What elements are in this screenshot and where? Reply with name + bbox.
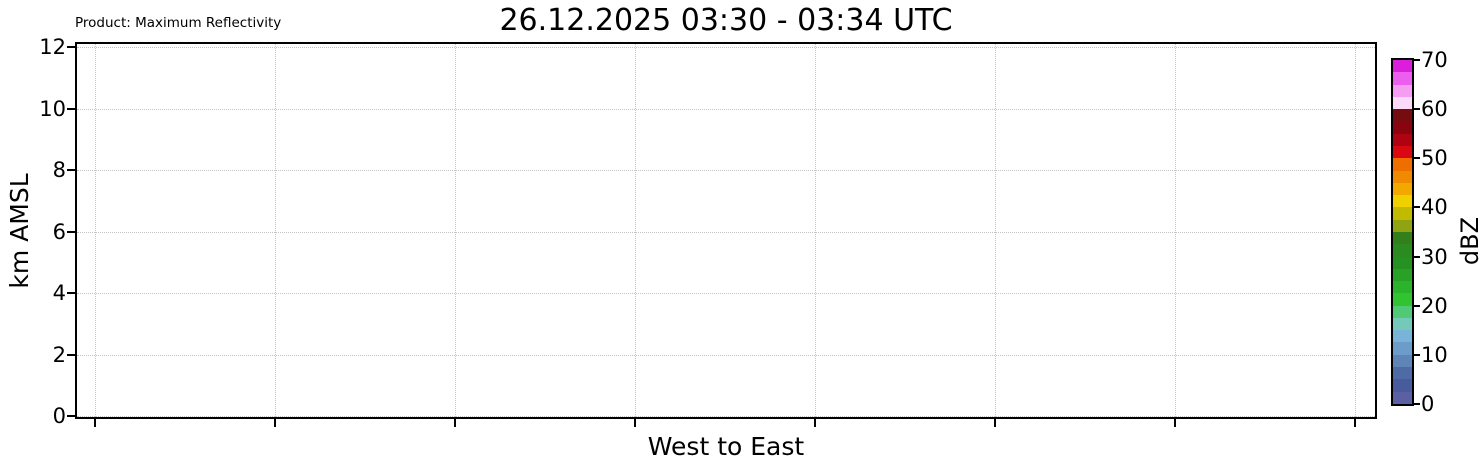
gridline-x [1355, 44, 1356, 417]
x-tick [1174, 419, 1176, 427]
chart-title: 26.12.2025 03:30 - 03:34 UTC [499, 3, 953, 38]
colorbar-segment [1393, 182, 1412, 196]
x-tick [94, 419, 96, 427]
colorbar-tick [1414, 403, 1420, 405]
y-tick [67, 292, 75, 294]
colorbar-tick-label: 50 [1421, 146, 1448, 171]
colorbar-segment [1393, 305, 1412, 318]
colorbar-tick [1414, 59, 1420, 61]
gridline-x [455, 44, 456, 417]
colorbar-segment [1393, 330, 1412, 343]
colorbar-segment [1393, 342, 1412, 355]
gridline-x [1175, 44, 1176, 417]
colorbar-tick [1414, 108, 1420, 111]
colorbar-segment [1393, 268, 1412, 282]
colorbar-segment [1393, 109, 1412, 122]
colorbar-tick-label: 0 [1421, 392, 1435, 416]
colorbar-tick [1414, 353, 1420, 356]
plot-area [75, 42, 1377, 419]
x-tick [634, 419, 636, 427]
colorbar-segment [1393, 256, 1412, 269]
colorbar-tick [1414, 255, 1420, 258]
x-tick [814, 419, 816, 427]
gridline-x [275, 44, 276, 417]
gridline-y [77, 354, 1375, 356]
gridline-y [77, 47, 1375, 48]
colorbar-tick-label: 10 [1421, 342, 1448, 367]
y-tick [67, 415, 75, 417]
colorbar-segment [1393, 317, 1412, 331]
colorbar-segment [1393, 244, 1412, 257]
colorbar-tick [1414, 157, 1420, 160]
gridline-y [77, 108, 1375, 110]
colorbar-tick-label: 70 [1421, 48, 1448, 72]
gridline-x [95, 44, 96, 417]
colorbar-segment [1393, 231, 1412, 245]
colorbar-segment [1393, 60, 1412, 73]
colorbar-tick [1414, 206, 1420, 209]
colorbar-tick-label: 60 [1421, 97, 1448, 122]
x-tick [454, 419, 456, 427]
colorbar-segment [1393, 354, 1412, 368]
x-tick [994, 419, 996, 427]
gridline-y [77, 293, 1375, 294]
y-tick [67, 107, 75, 110]
y-tick [67, 353, 75, 356]
colorbar-segment [1393, 293, 1412, 306]
colorbar-segment [1393, 195, 1412, 208]
colorbar-segment [1393, 367, 1412, 380]
y-tick-label: 8 [52, 158, 66, 182]
y-tick-label: 12 [39, 35, 66, 59]
colorbar-segment [1393, 379, 1412, 392]
colorbar-segment [1393, 207, 1412, 220]
colorbar-segment [1393, 281, 1412, 294]
colorbar-segment [1393, 96, 1412, 110]
gridline-x [995, 44, 996, 417]
y-tick [67, 169, 75, 171]
gridline-y [77, 416, 1375, 417]
colorbar-segment [1393, 170, 1412, 183]
colorbar-tick [1414, 304, 1420, 307]
y-tick [67, 230, 75, 233]
y-tick-label: 6 [52, 219, 66, 244]
colorbar-tick-label: 30 [1421, 244, 1448, 269]
x-tick [1354, 419, 1356, 427]
gridline-x [635, 44, 636, 417]
y-tick-label: 4 [52, 281, 66, 305]
x-axis-label: West to East [647, 432, 805, 461]
colorbar-segment [1393, 158, 1412, 171]
colorbar-tick-label: 20 [1421, 293, 1448, 318]
gridline-y [77, 170, 1375, 171]
colorbar-segment [1393, 133, 1412, 146]
y-tick-label: 10 [39, 96, 66, 121]
y-tick-label: 2 [52, 342, 66, 367]
colorbar [1391, 58, 1414, 406]
y-tick-label: 0 [52, 404, 66, 428]
colorbar-segment [1393, 72, 1412, 85]
product-label: Product: Maximum Reflectivity [75, 14, 286, 32]
colorbar-segment [1393, 84, 1412, 97]
colorbar-segment [1393, 391, 1412, 404]
gridline-y [77, 231, 1375, 233]
colorbar-segment [1393, 121, 1412, 134]
gridline-x [815, 44, 816, 417]
x-tick [274, 419, 276, 427]
y-tick [67, 46, 75, 48]
colorbar-segment [1393, 145, 1412, 159]
colorbar-tick-label: 40 [1421, 195, 1448, 220]
colorbar-segment [1393, 219, 1412, 232]
